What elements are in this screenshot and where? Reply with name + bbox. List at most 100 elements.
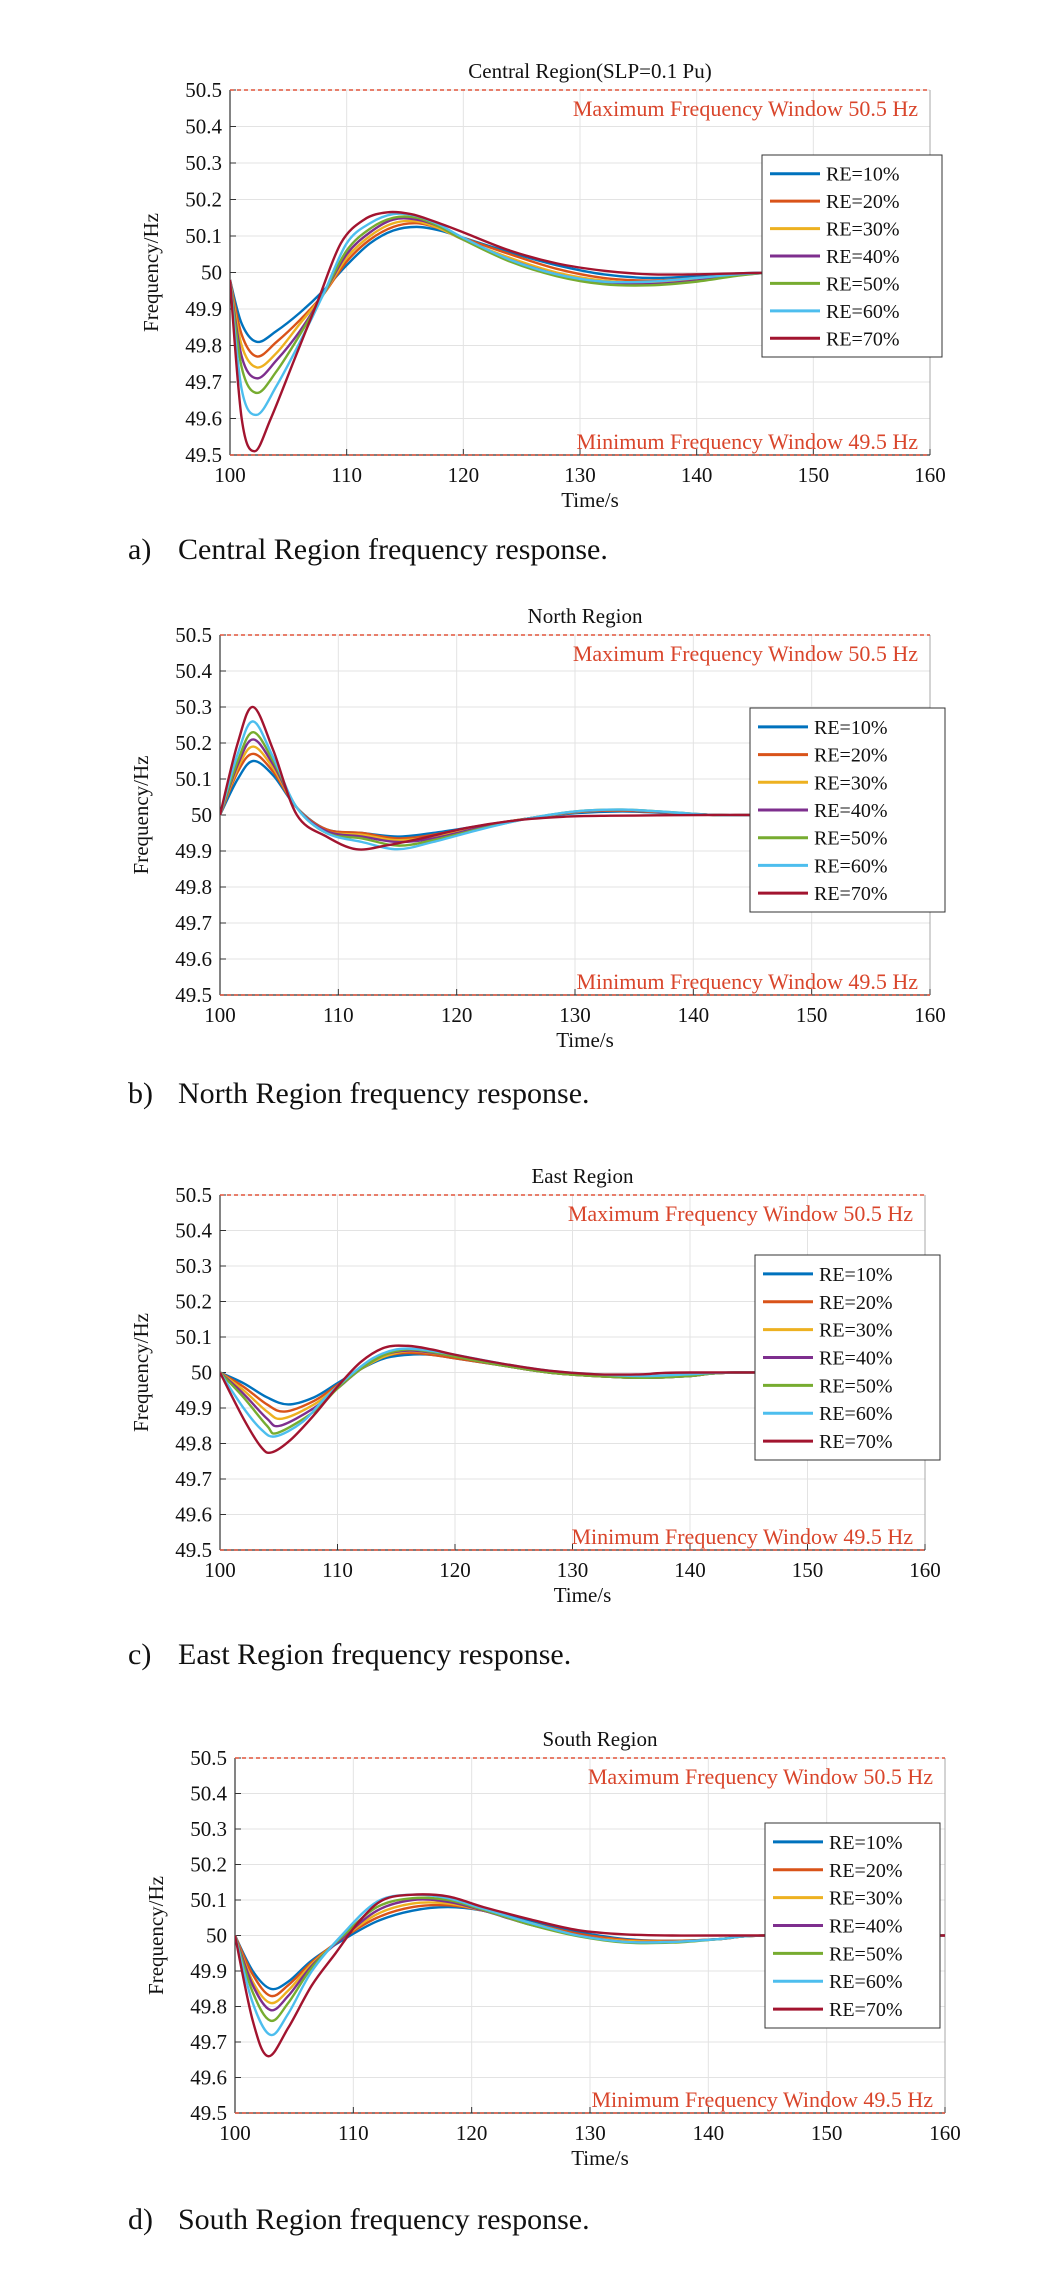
chart-title: North Region [528, 604, 643, 628]
legend-label-5: RE=50% [814, 828, 888, 850]
series-line-7 [220, 705, 930, 851]
min-frequency-label: Minimum Frequency Window 49.5 Hz [571, 1524, 913, 1549]
x-tick-label: 140 [681, 463, 713, 487]
series-line-6 [235, 1893, 946, 2037]
x-axis-label: Time/s [571, 2146, 629, 2170]
legend-label-7: RE=70% [814, 883, 888, 905]
x-tick-label: 110 [331, 463, 362, 487]
y-tick-label: 50.2 [175, 1290, 212, 1314]
y-tick-label: 49.9 [185, 297, 222, 321]
y-tick-label: 49.7 [185, 370, 222, 394]
x-tick-label: 120 [439, 1558, 471, 1582]
legend-label-7: RE=70% [826, 328, 900, 350]
legend: RE=10% RE=20% RE=30% RE=40% RE=50% RE=60% RE=7… [761, 154, 943, 358]
caption-letter: c) [128, 1638, 152, 1671]
y-tick-label: 49.5 [175, 983, 212, 1007]
x-tick-label: 150 [811, 2121, 843, 2145]
min-frequency-label: Minimum Frequency Window 49.5 Hz [576, 969, 918, 994]
y-tick-label: 50.1 [185, 224, 222, 248]
legend-label-7: RE=70% [829, 1999, 903, 2021]
x-tick-label: 100 [204, 1558, 236, 1582]
caption-letter: d) [128, 2203, 153, 2236]
x-tick-label: 160 [914, 463, 946, 487]
legend: RE=10% RE=20% RE=30% RE=40% RE=50% RE=60% RE=7… [764, 1822, 941, 2029]
legend-label-2: RE=20% [829, 1860, 903, 1882]
legend-label-6: RE=60% [829, 1971, 903, 1993]
y-tick-label: 49.5 [175, 1538, 212, 1562]
x-tick-label: 110 [338, 2121, 369, 2145]
max-frequency-label: Maximum Frequency Window 50.5 Hz [573, 96, 918, 121]
max-frequency-label: Maximum Frequency Window 50.5 Hz [573, 641, 918, 666]
y-tick-label: 49.6 [175, 1503, 212, 1527]
series-group [220, 705, 930, 851]
min-frequency-label: Minimum Frequency Window 49.5 Hz [576, 429, 918, 454]
y-tick-label: 49.9 [175, 1396, 212, 1420]
x-tick-label: 160 [909, 1558, 941, 1582]
caption-text: Central Region frequency response. [178, 533, 608, 566]
y-tick-label: 49.5 [185, 443, 222, 467]
series-line-7 [220, 1344, 926, 1455]
y-tick-label: 50.2 [175, 731, 212, 755]
legend-label-2: RE=20% [826, 191, 900, 213]
min-frequency-label: Minimum Frequency Window 49.5 Hz [591, 2087, 933, 2112]
series-group [230, 210, 931, 453]
y-tick-label: 49.9 [175, 839, 212, 863]
y-tick-label: 49.7 [190, 2030, 227, 2054]
x-tick-label: 110 [323, 1003, 354, 1027]
x-tick-label: 130 [557, 1558, 589, 1582]
legend-label-3: RE=30% [814, 772, 888, 794]
y-tick-label: 50.2 [190, 1853, 227, 1877]
chart-panel-south: South Region 100 110 120 130 140 150 160 49.5 49.… [0, 0, 1061, 2170]
legend-label-3: RE=30% [829, 1888, 903, 1910]
x-axis-label: Time/s [561, 488, 619, 512]
y-tick-label: 49.5 [190, 2101, 227, 2125]
y-tick-label: 49.8 [175, 1432, 212, 1456]
x-tick-label: 120 [456, 2121, 488, 2145]
series-line-5 [230, 215, 931, 395]
y-tick-label: 50.4 [175, 659, 212, 683]
caption-north: b) North Region frequency response. [128, 1077, 590, 1111]
legend-label-5: RE=50% [819, 1375, 893, 1397]
caption-text: South Region frequency response. [178, 2203, 590, 2236]
y-tick-label: 49.8 [175, 875, 212, 899]
legend-label-6: RE=60% [819, 1403, 893, 1425]
chart-east: East Region 100 110 120 130 140 150 160 49.5 49.6… [129, 1164, 941, 1607]
y-tick-label: 50 [206, 1924, 227, 1948]
series-line-7 [230, 210, 931, 453]
chart-north: North Region 100 110 120 130 140 150 160 49.5 49.… [129, 604, 946, 1052]
legend-label-2: RE=20% [814, 745, 888, 767]
x-tick-label: 150 [796, 1003, 828, 1027]
x-tick-label: 160 [929, 2121, 961, 2145]
y-tick-label: 49.8 [185, 334, 222, 358]
legend-label-4: RE=40% [814, 800, 888, 822]
chart-panel-north: North Region 100 110 120 130 140 150 160 49.5 49.… [0, 0, 1061, 1052]
caption-text: North Region frequency response. [178, 1077, 590, 1110]
chart-title: Central Region(SLP=0.1 Pu) [468, 59, 711, 83]
y-tick-label: 50.4 [185, 115, 222, 139]
y-tick-label: 50 [191, 803, 212, 827]
caption-south: d) South Region frequency response. [128, 2203, 590, 2237]
y-tick-label: 50.5 [175, 1183, 212, 1207]
y-tick-label: 50.1 [190, 1888, 227, 1912]
y-tick-label: 49.6 [190, 2066, 227, 2090]
series-line-1 [230, 225, 931, 344]
y-tick-label: 50 [201, 261, 222, 285]
y-tick-label: 49.7 [175, 911, 212, 935]
caption-east: c) East Region frequency response. [128, 1638, 571, 1672]
chart-panel-east: East Region 100 110 120 130 140 150 160 49.5 49.6… [0, 0, 1061, 1607]
y-axis-label: Frequency/Hz [144, 1876, 168, 1995]
y-axis-label: Frequency/Hz [139, 213, 163, 332]
y-tick-label: 49.6 [175, 947, 212, 971]
legend-label-4: RE=40% [829, 1916, 903, 1938]
x-tick-label: 150 [792, 1558, 824, 1582]
caption-text: East Region frequency response. [178, 1638, 572, 1671]
legend-label-3: RE=30% [826, 219, 900, 241]
x-tick-label: 140 [678, 1003, 710, 1027]
y-axis-label: Frequency/Hz [129, 756, 153, 875]
legend-label-4: RE=40% [819, 1348, 893, 1370]
y-tick-label: 50.4 [175, 1219, 212, 1243]
y-tick-label: 49.6 [185, 407, 222, 431]
x-tick-label: 150 [798, 463, 830, 487]
y-tick-label: 49.9 [190, 1959, 227, 1983]
x-axis-label: Time/s [556, 1028, 614, 1052]
